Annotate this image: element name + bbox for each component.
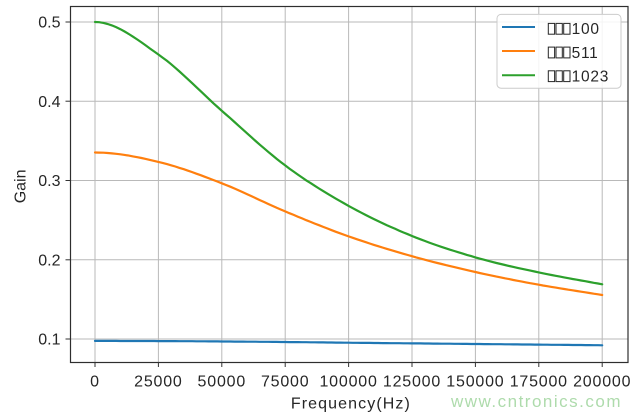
- svg-text:0.4: 0.4: [38, 94, 60, 111]
- svg-text:125000: 125000: [383, 374, 441, 391]
- svg-text:75000: 75000: [261, 374, 310, 391]
- svg-text:Gain: Gain: [12, 170, 29, 204]
- svg-text:511: 511: [572, 45, 599, 62]
- svg-text:1023: 1023: [572, 69, 609, 86]
- svg-text:0.3: 0.3: [38, 173, 60, 190]
- svg-text:100: 100: [572, 21, 600, 38]
- svg-text:175000: 175000: [510, 374, 568, 391]
- svg-text:150000: 150000: [446, 374, 504, 391]
- svg-text:0.5: 0.5: [38, 15, 60, 32]
- svg-text:50000: 50000: [198, 374, 247, 391]
- svg-text:100000: 100000: [319, 374, 377, 391]
- svg-text:0.1: 0.1: [38, 332, 60, 349]
- svg-text:Frequency(Hz): Frequency(Hz): [291, 396, 411, 413]
- svg-text:200000: 200000: [573, 374, 631, 391]
- svg-text:25000: 25000: [134, 374, 183, 391]
- svg-text:www.cntronics.com: www.cntronics.com: [450, 392, 622, 411]
- svg-text:0.2: 0.2: [38, 252, 60, 269]
- svg-text:0: 0: [90, 374, 100, 391]
